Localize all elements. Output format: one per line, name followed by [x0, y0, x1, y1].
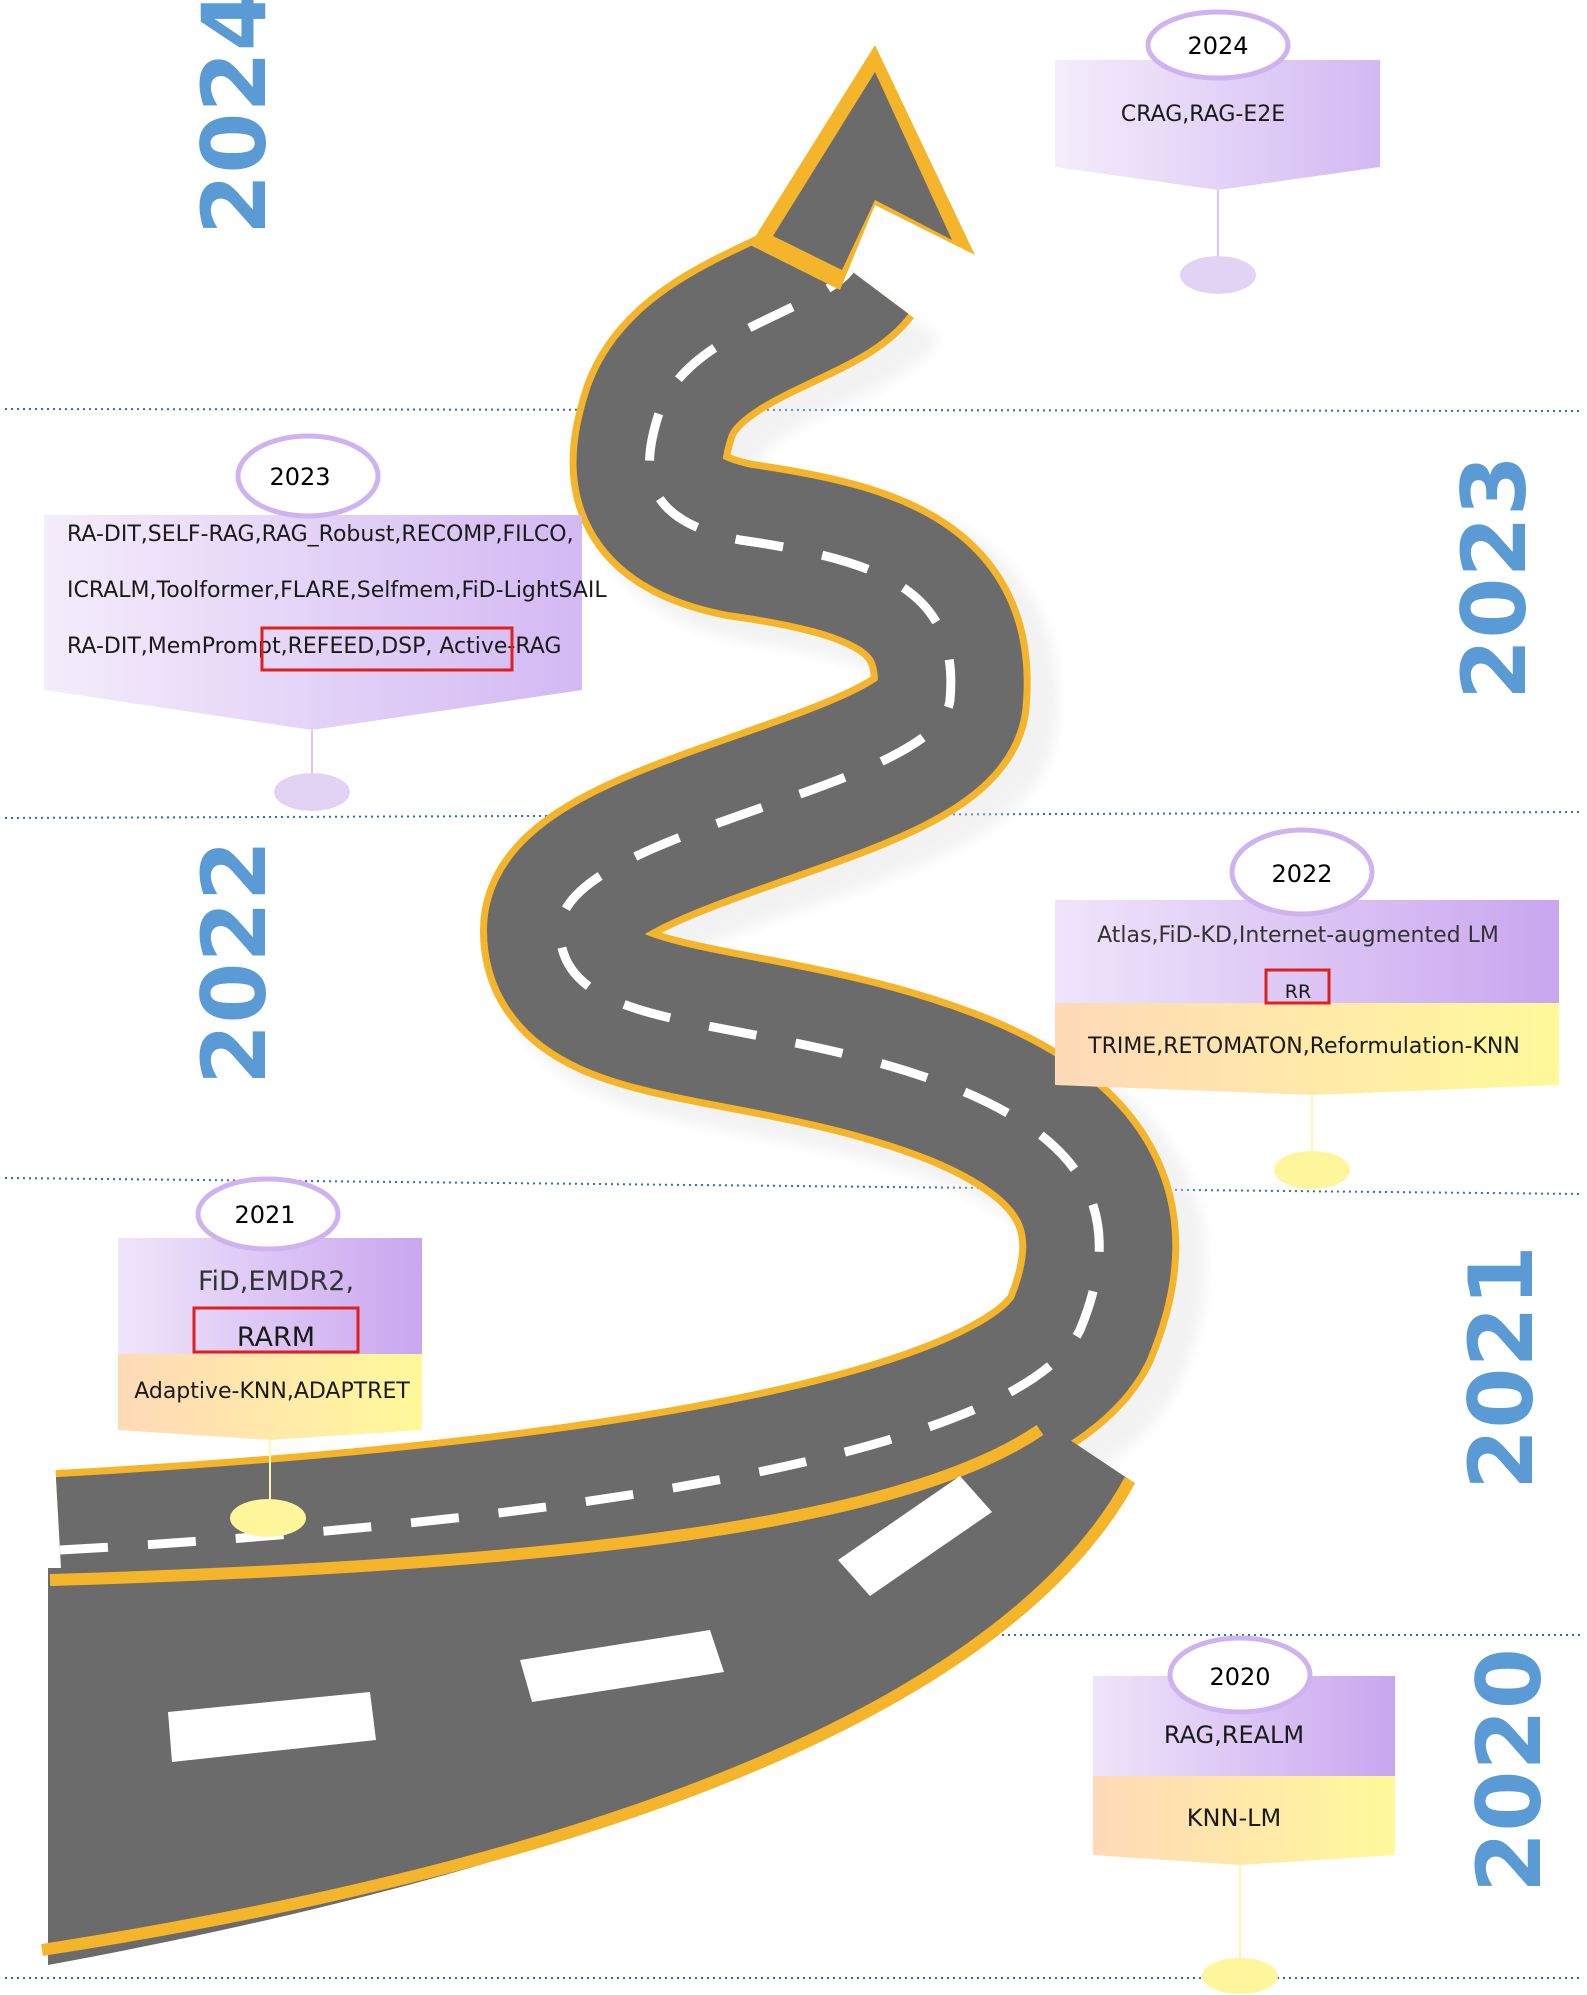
- year-labels: 2024 2023 2022 2021 2020: [183, 0, 1561, 1893]
- card-2022-top-line-2: RR: [1285, 981, 1311, 1003]
- milestone-2022: 2022 Atlas,FiD-KD,Internet-augmented LM …: [1055, 827, 1559, 1189]
- badge-text-2023: 2023: [269, 463, 330, 491]
- year-label-2024: 2024: [183, 0, 286, 235]
- highlight-box-2023: [260, 626, 514, 672]
- badge-text-2022: 2022: [1271, 860, 1332, 888]
- year-badge-2020: [1167, 1635, 1313, 1715]
- card-2023-line-2: ICRALM,Toolformer,FLARE,Selfmem,FiD-Ligh…: [67, 578, 607, 603]
- milestone-2024: 2024 CRAG,RAG-E2E: [1055, 9, 1380, 294]
- card-2021-top-line-1: FiD,EMDR2,: [198, 1266, 354, 1297]
- card-2023-line-3: RA-DIT,MemPrompt,REFEED,DSP, Active-RAG: [67, 634, 561, 659]
- card-2024-line-1: CRAG,RAG-E2E: [1121, 102, 1285, 127]
- divider-2024-2023: [4, 408, 1583, 412]
- year-label-2023: 2023: [1443, 455, 1546, 700]
- year-badge-2021: [195, 1176, 341, 1252]
- year-label-2021: 2021: [1450, 1245, 1553, 1490]
- year-label-2022: 2022: [183, 840, 286, 1085]
- card-2021-top-line-2: RARM: [237, 1322, 315, 1353]
- card-2022-top-line-1: Atlas,FiD-KD,Internet-augmented LM: [1097, 923, 1499, 948]
- badge-text-2024: 2024: [1187, 32, 1248, 60]
- year-badge-2023: [235, 433, 381, 519]
- card-2020-bottom-line-1: KNN-LM: [1187, 1804, 1281, 1832]
- card-2021-bottom-line-1: Adaptive-KNN,ADAPTRET: [134, 1379, 410, 1404]
- badge-text-2021: 2021: [234, 1201, 295, 1229]
- divider-2023-2022: [4, 811, 1583, 819]
- section-dividers: [4, 408, 1583, 1979]
- year-badge-2022: [1229, 827, 1375, 917]
- milestone-2023: 2023 RA-DIT,SELF-RAG,RAG_Robust,RECOMP,F…: [44, 433, 607, 811]
- card-2022-bottom-line-1: TRIME,RETOMATON,Reformulation-KNN: [1087, 1034, 1520, 1059]
- road: [41, 45, 1207, 1965]
- year-label-2020: 2020: [1458, 1648, 1561, 1893]
- milestone-2020: 2020 RAG,REALM KNN-LM: [1093, 1635, 1395, 1994]
- badge-text-2020: 2020: [1209, 1663, 1270, 1691]
- divider-2022-2021: [4, 1177, 1583, 1195]
- card-2020-top-line-1: RAG,REALM: [1164, 1721, 1304, 1749]
- milestone-2021: 2021 FiD,EMDR2, RARM Adaptive-KNN,ADAPTR…: [118, 1176, 422, 1537]
- highlight-box-2021: [192, 1306, 360, 1354]
- card-2023-line-1: RA-DIT,SELF-RAG,RAG_Robust,RECOMP,FILCO,: [67, 522, 574, 547]
- highlight-box-2022: [1264, 968, 1331, 1005]
- year-badge-2024: [1145, 9, 1291, 81]
